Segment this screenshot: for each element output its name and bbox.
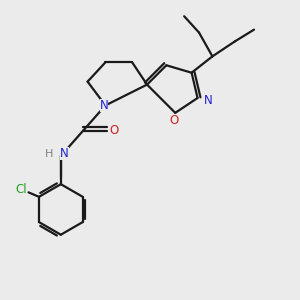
Text: H: H xyxy=(45,148,54,159)
Text: N: N xyxy=(204,94,212,107)
Text: Cl: Cl xyxy=(15,183,27,196)
Text: O: O xyxy=(110,124,119,137)
Text: N: N xyxy=(60,147,69,160)
Text: N: N xyxy=(100,99,108,112)
Text: O: O xyxy=(169,114,178,127)
